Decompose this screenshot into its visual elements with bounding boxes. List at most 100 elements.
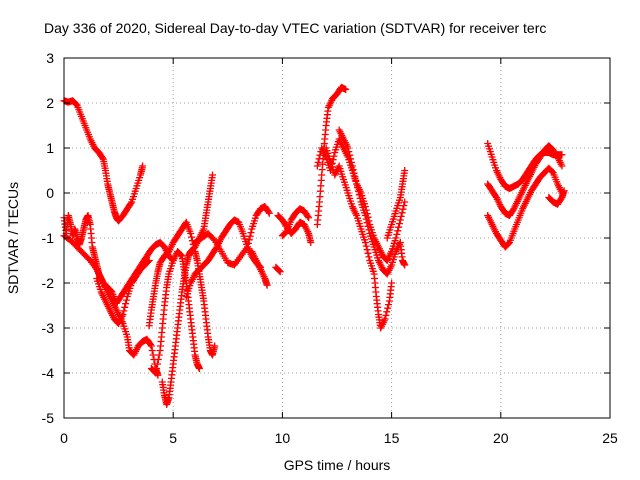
y-tick-label: 1 (46, 140, 54, 156)
series-s20 (484, 142, 566, 219)
x-tick-label: 25 (602, 430, 618, 446)
data-point (363, 246, 371, 254)
y-tick-label: -2 (42, 275, 55, 291)
data-point (315, 155, 323, 163)
data-point (560, 187, 568, 195)
data-point (345, 148, 353, 156)
data-point (305, 214, 313, 222)
data-point (361, 212, 369, 219)
y-tick-label: -3 (42, 320, 55, 336)
data-point (245, 236, 253, 244)
data-point (401, 261, 409, 269)
chart-title: Day 336 of 2020, Sidereal Day-to-day VTE… (44, 20, 546, 36)
data-point (383, 308, 391, 316)
data-point (151, 368, 159, 376)
data-point (139, 162, 147, 170)
data-point (398, 209, 406, 217)
x-tick-label: 15 (384, 430, 400, 446)
data-point (347, 158, 355, 166)
data-point (381, 315, 389, 323)
data-point (307, 239, 315, 246)
data-point (558, 162, 566, 170)
data-point (187, 230, 195, 237)
x-axis-tick-labels: 0 5 10 15 20 25 (60, 430, 618, 446)
data-point (392, 234, 400, 242)
series-s22 (545, 187, 568, 208)
data-point (351, 173, 359, 181)
data-point (146, 341, 154, 349)
data-point (177, 251, 185, 259)
data-point (147, 342, 155, 350)
series-s14 (313, 83, 350, 228)
data-point (153, 360, 161, 368)
data-point (355, 191, 363, 199)
x-tick-label: 5 (169, 430, 177, 446)
y-tick-label: 2 (46, 95, 54, 111)
y-tick-label: -4 (42, 365, 55, 381)
series-s21 (484, 164, 566, 251)
y-tick-label: 3 (46, 50, 54, 66)
series-s10 (248, 248, 271, 289)
data-point (98, 154, 106, 162)
series-s17 (335, 126, 409, 278)
y-tick-label: 0 (46, 185, 54, 201)
data-point (362, 215, 370, 223)
data-point (348, 162, 356, 170)
data-point (558, 151, 566, 159)
data-point (265, 209, 273, 217)
data-point (263, 281, 271, 289)
data-point (364, 222, 372, 230)
series-s9 (191, 203, 273, 269)
data-point (401, 198, 409, 206)
series-s18 (383, 167, 409, 242)
data-point (362, 242, 370, 250)
data-point (246, 232, 254, 240)
series-s11 (272, 263, 284, 276)
x-tick-label: 0 (60, 430, 68, 446)
data-point (119, 311, 127, 318)
data-point (388, 279, 396, 287)
data-marks (60, 83, 568, 408)
data-point (145, 257, 153, 264)
data-point (347, 155, 355, 163)
data-point (349, 166, 357, 174)
data-point (153, 365, 161, 372)
data-point (350, 169, 358, 177)
x-tick-label: 10 (275, 430, 291, 446)
data-point (275, 267, 283, 275)
series-s7 (158, 171, 217, 408)
data-point (353, 180, 361, 188)
data-point (394, 227, 402, 235)
data-point (393, 230, 401, 238)
data-point (354, 187, 362, 195)
data-point (314, 158, 322, 166)
data-point (354, 184, 362, 192)
series-s5 (145, 218, 219, 359)
series-s13 (278, 205, 313, 240)
series-s8 (182, 216, 265, 300)
data-point (121, 303, 129, 311)
data-point (401, 167, 409, 174)
data-point (346, 151, 354, 159)
series-s16 (322, 144, 396, 332)
data-point (276, 268, 284, 276)
data-point (356, 194, 364, 202)
data-point (188, 233, 196, 241)
data-point (361, 239, 369, 246)
data-point (122, 300, 130, 308)
data-point (382, 311, 390, 319)
data-point (144, 257, 152, 265)
data-point (154, 356, 162, 363)
data-point (264, 208, 272, 216)
data-point (395, 220, 403, 228)
data-point (243, 243, 251, 251)
data-point (209, 171, 217, 179)
data-point (247, 229, 255, 237)
y-axis-tick-labels: -5 -4 -3 -2 -1 0 1 2 3 (42, 50, 55, 426)
data-point (304, 212, 312, 220)
data-point (313, 162, 321, 170)
axis-ticks (63, 57, 611, 419)
data-point (396, 216, 404, 224)
